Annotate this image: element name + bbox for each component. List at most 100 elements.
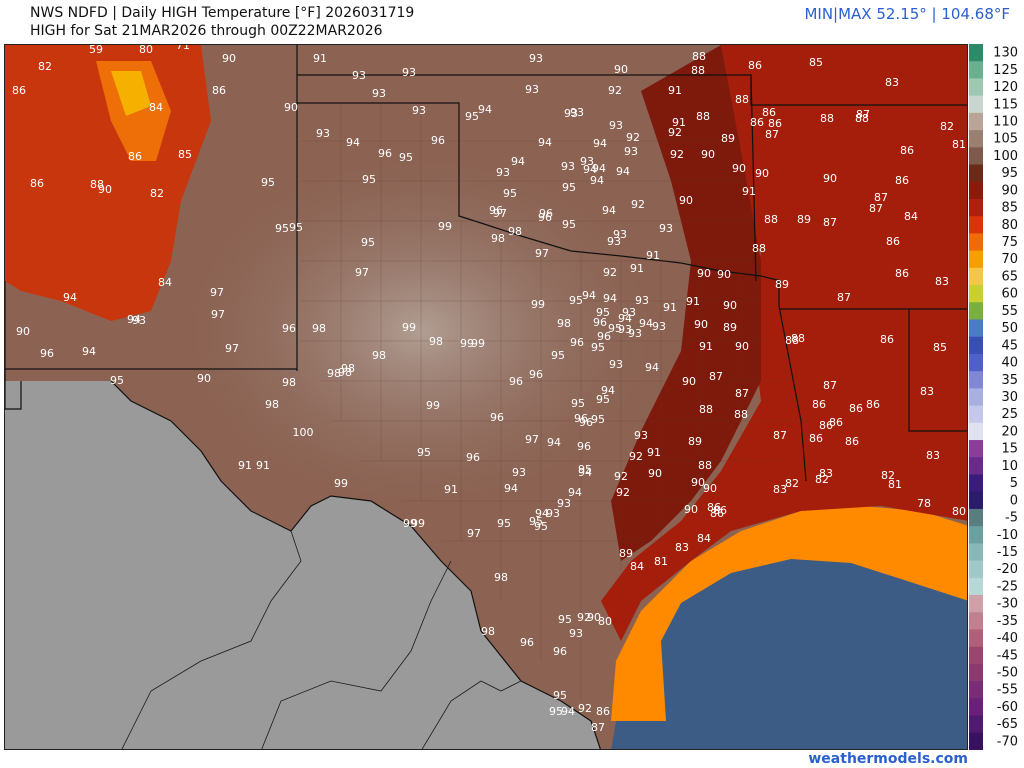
temperature-value: 93 [412, 104, 426, 117]
scale-tick-label: 55 [1001, 304, 1018, 319]
temperature-value: 88 [735, 93, 749, 106]
scale-tick-label: 75 [1001, 235, 1018, 250]
temperature-value: 94 [511, 155, 525, 168]
color-swatch [969, 285, 983, 303]
scale-tick-label: 65 [1001, 269, 1018, 284]
color-swatch [969, 508, 983, 527]
temperature-value: 94 [127, 313, 141, 326]
temperature-value: 84 [158, 276, 172, 289]
temperature-value: 98 [265, 398, 279, 411]
temperature-value: 93 [609, 358, 623, 371]
color-swatch [969, 732, 983, 751]
temperature-value: 91 [686, 295, 700, 308]
temperature-value: 93 [659, 222, 673, 235]
temperature-value: 82 [815, 473, 829, 486]
temperature-value: 97 [525, 433, 539, 446]
temperature-value: 94 [590, 174, 604, 187]
temperature-value: 86 [866, 398, 880, 411]
temperature-value: 88 [734, 408, 748, 421]
temperature-value: 98 [372, 349, 386, 362]
temperature-value: 95 [569, 294, 583, 307]
temperature-value: 90 [755, 167, 769, 180]
scale-tick-label: 120 [993, 80, 1018, 95]
color-swatch [969, 388, 983, 407]
temperature-value: 95 [110, 374, 124, 387]
color-swatch [969, 112, 983, 131]
scale-tick-label: 50 [1001, 321, 1018, 336]
temperature-value: 93 [561, 160, 575, 173]
temperature-value: 87 [837, 291, 851, 304]
temperature-value: 80 [139, 45, 153, 56]
temperature-value: 86 [812, 398, 826, 411]
temperature-value: 96 [593, 316, 607, 329]
temperature-value: 83 [935, 275, 949, 288]
color-swatch [969, 681, 983, 699]
scale-tick-label: 100 [993, 149, 1018, 164]
temperature-value: 96 [489, 204, 503, 217]
temperature-value: 87 [773, 429, 787, 442]
temperature-value: 98 [481, 625, 495, 638]
temperature-value: 93 [570, 106, 584, 119]
color-swatch [969, 663, 983, 682]
scale-tick-label: -10 [997, 528, 1018, 543]
temperature-value: 91 [699, 340, 713, 353]
temperature-value: 93 [628, 327, 642, 340]
temperature-value: 94 [618, 312, 632, 325]
temperature-value: 88 [699, 403, 713, 416]
temperature-value: 94 [568, 486, 582, 499]
color-swatch [969, 198, 983, 217]
color-swatch [969, 267, 983, 286]
temperature-value: 98 [282, 376, 296, 389]
scale-tick-label: -70 [997, 734, 1018, 749]
scale-tick-label: -60 [997, 700, 1018, 715]
scale-tick-label: 95 [1001, 166, 1018, 181]
temperature-value: 88 [855, 112, 869, 125]
temperature-value: 96 [597, 330, 611, 343]
temperature-value: 94 [602, 204, 616, 217]
temperature-value: 88 [820, 112, 834, 125]
temperature-value: 83 [885, 76, 899, 89]
temperature-value: 94 [535, 507, 549, 520]
temperature-value: 88 [764, 213, 778, 226]
temperature-value: 90 [732, 162, 746, 175]
temperature-value: 83 [920, 385, 934, 398]
site-credit[interactable]: weathermodels.com [808, 751, 968, 767]
temperature-value: 95 [578, 463, 592, 476]
temperature-value: 94 [645, 361, 659, 374]
temperature-value: 87 [735, 387, 749, 400]
color-swatch [969, 302, 983, 321]
temperature-value: 90 [697, 267, 711, 280]
temperature-map[interactable]: 59 80 71 90 91 93 88 85 82 93 93 90 88 86 83 86 86 93 93 92… [4, 44, 968, 750]
temperature-value: 93 [352, 69, 366, 82]
temperature-value: 88 [752, 242, 766, 255]
temperature-value: 91 [663, 301, 677, 314]
temperature-value: 91 [313, 52, 327, 65]
temperature-value: 97 [355, 266, 369, 279]
temperature-value: 94 [82, 345, 96, 358]
temperature-value: 95 [562, 181, 576, 194]
temperature-value: 96 [553, 645, 567, 658]
temperature-value: 86 [809, 432, 823, 445]
color-swatch [969, 216, 983, 234]
temperature-value: 94 [547, 436, 561, 449]
temperature-value: 87 [591, 721, 605, 734]
scale-tick-label: -45 [997, 648, 1018, 663]
temperature-value: 90 [691, 476, 705, 489]
temperature-value: 88 [691, 64, 705, 77]
temperature-value: 86 [710, 507, 724, 520]
temperature-value: 98 [327, 367, 341, 380]
temperature-value: 94 [478, 103, 492, 116]
temperature-value: 95 [551, 349, 565, 362]
temperature-value: 91 [444, 483, 458, 496]
temperature-value: 99 [426, 399, 440, 412]
temperature-value: 82 [940, 120, 954, 133]
temperature-value: 95 [497, 517, 511, 530]
temperature-value: 89 [723, 321, 737, 334]
temperature-value: 90 [222, 52, 236, 65]
temperature-value: 88 [696, 110, 710, 123]
temperature-value: 93 [618, 323, 632, 336]
color-swatch [969, 319, 983, 338]
temperature-value: 71 [176, 45, 190, 52]
temperature-value: 93 [316, 127, 330, 140]
temperature-value: 96 [539, 207, 553, 220]
